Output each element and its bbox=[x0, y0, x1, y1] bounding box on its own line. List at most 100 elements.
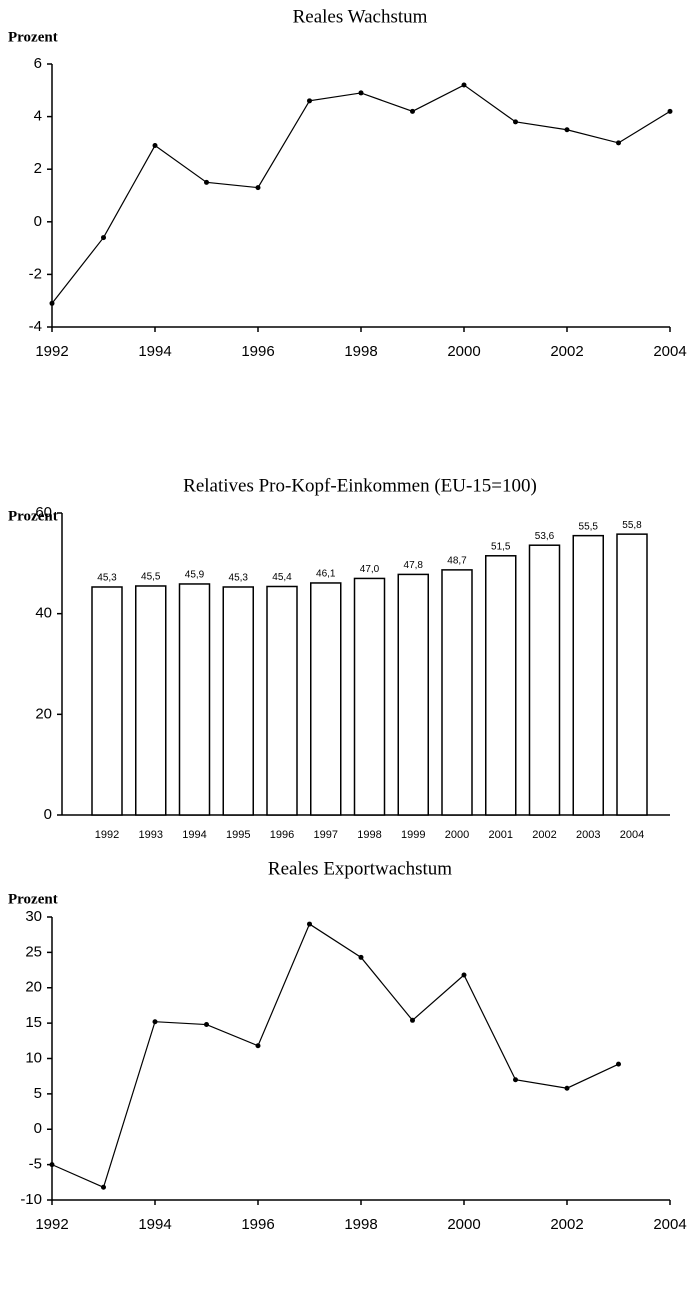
point bbox=[255, 185, 261, 191]
bar bbox=[397, 573, 429, 816]
x-tick-label: 1998 bbox=[357, 829, 381, 841]
x-tick-label: 1994 bbox=[138, 343, 171, 360]
x-tick-label: 1995 bbox=[226, 829, 250, 841]
x-tick-label: 2004 bbox=[653, 1216, 686, 1233]
y-tick-label: 25 bbox=[25, 943, 42, 960]
value-label: 45,4 bbox=[272, 572, 292, 583]
point bbox=[564, 1085, 570, 1091]
bar bbox=[353, 577, 386, 816]
bar bbox=[310, 582, 342, 816]
point bbox=[616, 140, 621, 146]
point bbox=[410, 108, 415, 114]
x-tick-label: 2002 bbox=[532, 829, 556, 841]
x-tick-label: 2004 bbox=[653, 343, 686, 360]
point bbox=[461, 82, 467, 88]
value-label: 53,6 bbox=[535, 531, 555, 542]
y-tick-label: 2 bbox=[34, 160, 42, 177]
bar bbox=[485, 555, 517, 816]
line bbox=[51, 84, 671, 304]
y-tick-label: 6 bbox=[34, 55, 42, 72]
x-tick-label: 1998 bbox=[344, 343, 377, 360]
y-axis-label: Prozent bbox=[8, 891, 58, 907]
point bbox=[513, 119, 518, 125]
point bbox=[667, 108, 673, 114]
point bbox=[152, 1019, 158, 1025]
x-tick-label: 1996 bbox=[270, 829, 294, 841]
x-tick-label: 1999 bbox=[401, 829, 425, 841]
y-tick-label: 15 bbox=[25, 1014, 42, 1031]
bar bbox=[572, 534, 604, 816]
value-label: 46,1 bbox=[316, 569, 336, 580]
bar bbox=[135, 585, 167, 816]
point bbox=[101, 1184, 106, 1190]
point bbox=[616, 1061, 621, 1067]
y-tick-label: 20 bbox=[25, 979, 42, 996]
y-tick-label: 0 bbox=[44, 806, 52, 823]
x-tick-label: 2000 bbox=[447, 343, 480, 360]
y-tick-label: -4 bbox=[29, 318, 42, 335]
x-tick-label: 1994 bbox=[182, 829, 206, 841]
value-label: 55,5 bbox=[579, 521, 599, 532]
y-tick-label: 0 bbox=[34, 213, 42, 230]
point bbox=[358, 90, 364, 96]
x-tick-label: 1992 bbox=[95, 829, 119, 841]
point bbox=[307, 921, 312, 927]
y-tick-label: -5 bbox=[29, 1156, 42, 1173]
point bbox=[204, 1022, 209, 1028]
x-tick-label: 2001 bbox=[489, 829, 513, 841]
x-tick-label: 2000 bbox=[447, 1216, 480, 1233]
y-axis-label: Prozent bbox=[8, 29, 58, 45]
x-tick-label: 1992 bbox=[35, 343, 68, 360]
x-tick-label: 1997 bbox=[314, 829, 338, 841]
chart-title: Relatives Pro-Kopf-Einkommen (EU-15=100) bbox=[183, 475, 537, 496]
x-tick-label: 2003 bbox=[576, 829, 600, 841]
y-tick-label: 0 bbox=[34, 1120, 42, 1137]
bar bbox=[266, 585, 298, 816]
value-label: 45,3 bbox=[229, 573, 249, 584]
y-tick-label: 60 bbox=[35, 504, 52, 521]
x-tick-label: 1993 bbox=[139, 829, 163, 841]
x-tick-label: 2002 bbox=[550, 343, 583, 360]
x-tick-label: 1996 bbox=[241, 1216, 274, 1233]
value-label: 48,7 bbox=[447, 556, 467, 567]
value-label: 45,5 bbox=[141, 572, 161, 583]
value-label: 45,9 bbox=[185, 570, 205, 581]
point bbox=[49, 1162, 55, 1168]
bar bbox=[528, 544, 561, 816]
chart-title: Reales Wachstum bbox=[293, 6, 428, 27]
point bbox=[49, 300, 55, 306]
value-label: 55,8 bbox=[622, 520, 642, 531]
x-tick-label: 2004 bbox=[620, 829, 644, 841]
y-tick-label: 10 bbox=[25, 1049, 42, 1066]
bar bbox=[441, 569, 473, 816]
point bbox=[513, 1077, 518, 1083]
point bbox=[410, 1017, 415, 1023]
x-tick-label: 2000 bbox=[445, 829, 469, 841]
point bbox=[307, 98, 312, 104]
point bbox=[152, 143, 158, 149]
y-tick-label: 40 bbox=[35, 605, 52, 622]
point bbox=[461, 972, 467, 978]
point bbox=[564, 127, 570, 133]
x-tick-label: 1994 bbox=[138, 1216, 171, 1233]
y-tick-label: -10 bbox=[20, 1191, 42, 1208]
x-tick-label: 1992 bbox=[35, 1216, 68, 1233]
y-tick-label: -2 bbox=[29, 265, 42, 282]
point bbox=[101, 235, 106, 241]
bar bbox=[91, 586, 123, 816]
point bbox=[255, 1043, 261, 1049]
chart-title: Reales Exportwachstum bbox=[268, 858, 452, 879]
value-label: 47,0 bbox=[360, 564, 380, 575]
value-label: 47,8 bbox=[404, 560, 424, 571]
y-tick-label: 30 bbox=[25, 908, 42, 925]
value-label: 45,3 bbox=[97, 573, 117, 584]
y-tick-label: 20 bbox=[35, 705, 52, 722]
x-tick-label: 1996 bbox=[241, 343, 274, 360]
bar bbox=[616, 533, 648, 816]
bar bbox=[222, 586, 254, 816]
value-label: 51,5 bbox=[491, 541, 511, 552]
point bbox=[204, 179, 209, 185]
bar bbox=[178, 583, 211, 816]
x-tick-label: 2002 bbox=[550, 1216, 583, 1233]
